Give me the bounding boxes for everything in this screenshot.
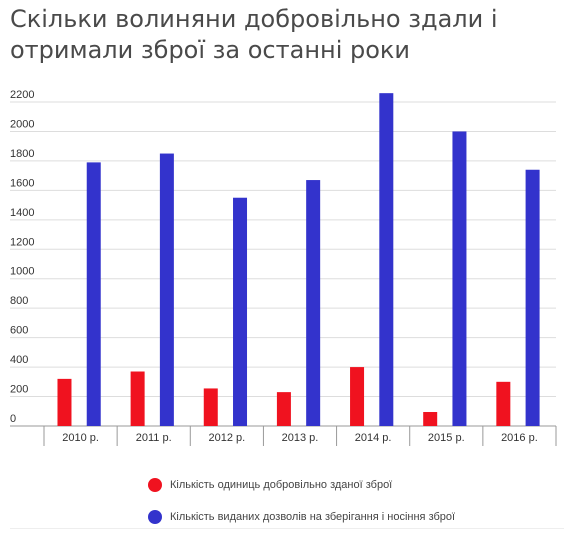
y-tick-label: 1200 xyxy=(10,236,34,248)
y-tick-label: 0 xyxy=(10,413,16,425)
legend: Кількість одиниць добровільно зданої збр… xyxy=(148,476,455,540)
bar-surrendered-weapons xyxy=(130,371,145,426)
x-tick-label: 2016 р. xyxy=(501,432,538,444)
bar-surrendered-weapons xyxy=(57,378,72,426)
y-tick-label: 2200 xyxy=(10,90,34,101)
bottom-divider xyxy=(10,528,564,529)
bar-chart: 0 200 400 600 800 1000 1200 1400 1600 1800 2000 220… xyxy=(10,90,557,446)
y-tick-label: 2000 xyxy=(10,118,34,130)
bars xyxy=(57,93,540,427)
y-tick-label: 1600 xyxy=(10,177,34,189)
legend-item-blue: Кількість виданих дозволів на зберігання… xyxy=(148,508,455,526)
x-axis: 2010 р. 2011 р. 2012 р. 2013 р. 2014 р. 2015 … xyxy=(43,426,557,446)
bar-surrendered-weapons xyxy=(276,392,291,426)
legend-item-red: Кількість одиниць добровільно зданої збр… xyxy=(148,476,455,494)
bar-issued-permits xyxy=(379,93,394,426)
legend-swatch-red xyxy=(148,478,162,492)
legend-swatch-blue xyxy=(148,510,162,524)
x-tick-label: 2010 р. xyxy=(62,432,99,444)
bar-issued-permits xyxy=(159,153,174,426)
y-tick-label: 600 xyxy=(10,325,28,337)
bar-surrendered-weapons xyxy=(350,367,365,426)
legend-label-blue: Кількість виданих дозволів на зберігання… xyxy=(170,511,456,523)
chart-title-line-1: Скільки волиняни добровільно здали і xyxy=(10,5,498,33)
chart-title: Скільки волиняни добровільно здали і отр… xyxy=(10,4,570,66)
y-tick-label: 400 xyxy=(10,354,28,366)
bar-surrendered-weapons xyxy=(203,388,218,426)
legend-label-red: Кількість одиниць добровільно зданої збр… xyxy=(170,479,393,491)
x-tick-label: 2014 р. xyxy=(355,432,392,444)
y-tick-label: 1800 xyxy=(10,148,34,160)
y-tick-label: 200 xyxy=(10,384,28,396)
bar-issued-permits xyxy=(86,162,101,426)
chart-title-line-2: отримали зброї за останні роки xyxy=(10,36,411,64)
x-tick-label: 2013 р. xyxy=(282,432,319,444)
y-tick-label: 1000 xyxy=(10,266,34,278)
y-axis-ticks: 0 200 400 600 800 1000 1200 1400 1600 1800 2000 220… xyxy=(10,90,34,425)
bar-surrendered-weapons xyxy=(423,412,438,426)
bar-issued-permits xyxy=(306,180,321,426)
bar-issued-permits xyxy=(525,169,540,426)
bar-surrendered-weapons xyxy=(496,381,511,426)
x-tick-label: 2012 р. xyxy=(209,432,246,444)
bar-issued-permits xyxy=(233,197,248,426)
bar-issued-permits xyxy=(452,131,467,427)
y-tick-label: 800 xyxy=(10,295,28,307)
x-tick-label: 2015 р. xyxy=(428,432,465,444)
x-tick-label: 2011 р. xyxy=(136,432,172,444)
y-tick-label: 1400 xyxy=(10,207,34,219)
